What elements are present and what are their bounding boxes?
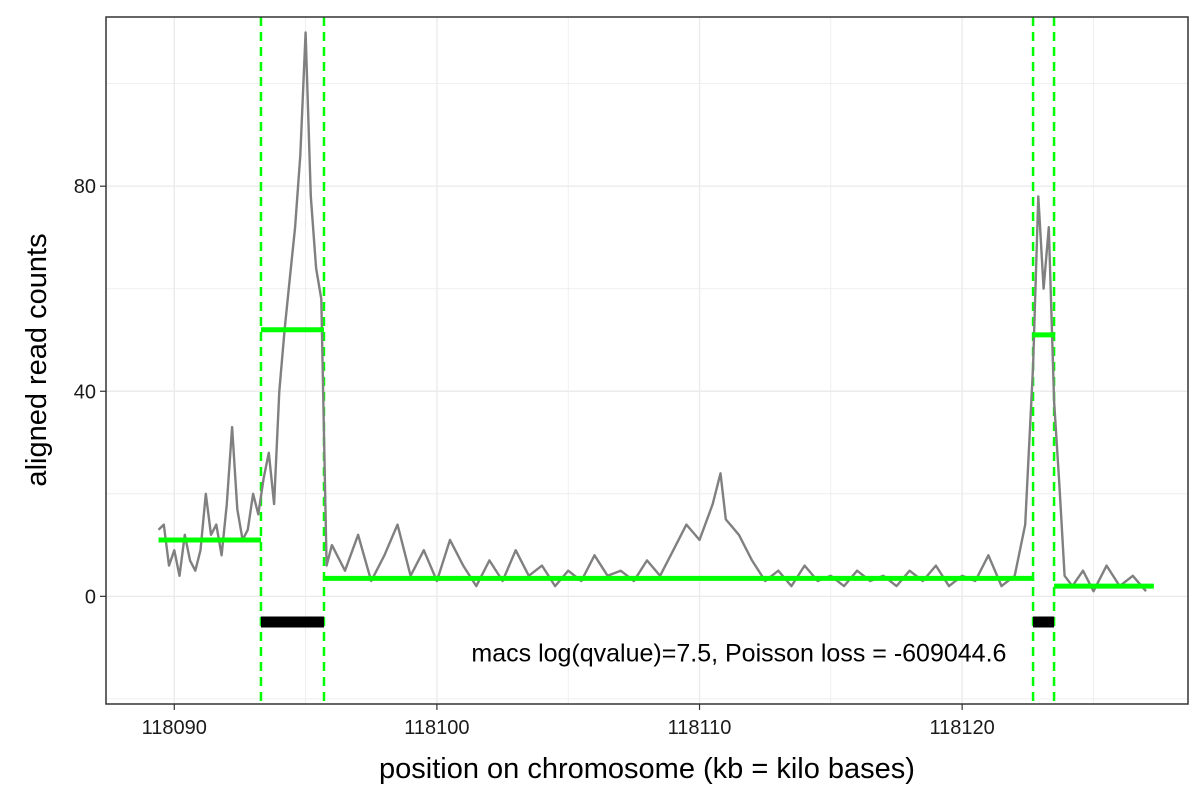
panel-border bbox=[105, 16, 1189, 705]
x-axis-title: position on chromosome (kb = kilo bases) bbox=[379, 753, 915, 785]
y-tick-label: 40 bbox=[74, 381, 96, 403]
x-tick-label: 118120 bbox=[930, 717, 995, 739]
x-tick-label: 118090 bbox=[142, 717, 207, 739]
changepoint-lines bbox=[259, 17, 1056, 704]
annotation-label: macs log(qvalue)=7.5, Poisson loss = -60… bbox=[471, 640, 1006, 668]
grid bbox=[106, 17, 1188, 704]
segment-means bbox=[158, 327, 1154, 589]
x-tick-label: 118110 bbox=[668, 717, 732, 739]
x-tick-label: 118100 bbox=[404, 717, 469, 739]
y-axis-title: aligned read counts bbox=[21, 233, 53, 486]
axis-ticks: 118090 118100 118110 118120 0 40 80 bbox=[74, 176, 995, 739]
y-tick-label: 0 bbox=[85, 586, 96, 608]
y-tick-label: 80 bbox=[74, 176, 96, 198]
